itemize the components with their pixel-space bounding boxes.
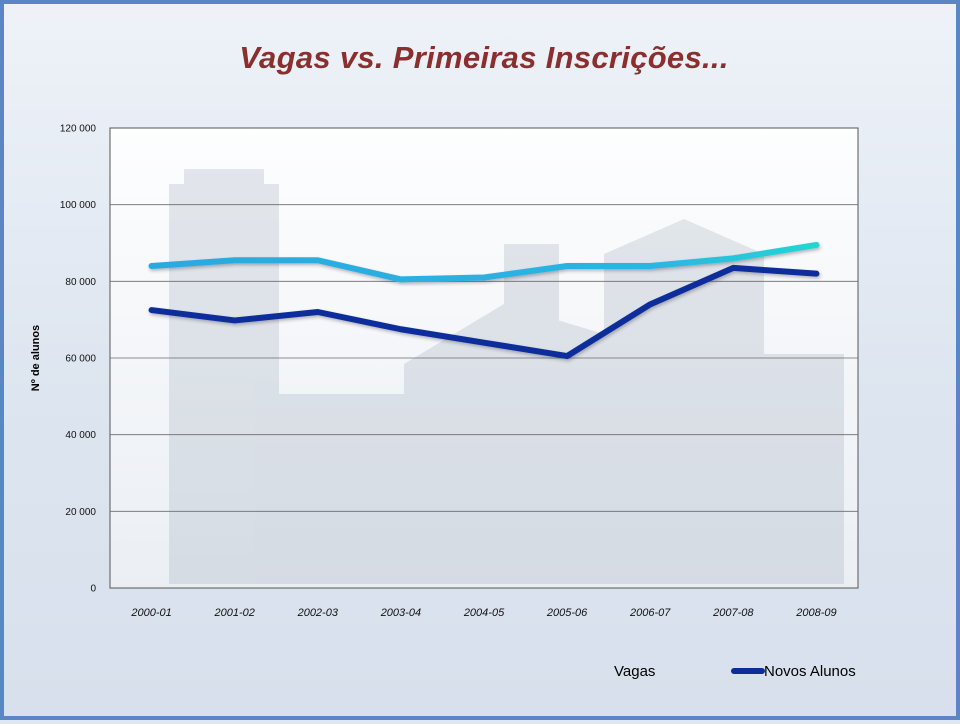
x-axis-ticks: 2000-01 2001-02 2002-03 2003-04 2004-05 2005-… [130, 607, 836, 619]
x-tick-label: 2008-09 [795, 607, 836, 619]
x-tick-label: 2005-06 [546, 607, 588, 619]
y-tick-label: 0 [90, 584, 96, 595]
x-tick-label: 2001-02 [213, 607, 254, 619]
x-tick-label: 2000-01 [130, 607, 171, 619]
x-tick-label: 2004-05 [463, 607, 505, 619]
chart-title: Vagas vs. Primeiras Inscrições... [239, 40, 729, 75]
series-lines [148, 241, 820, 360]
legend-label-vagas: Vagas [614, 663, 655, 680]
legend-label-novos-alunos: Novos Alunos [764, 663, 856, 680]
y-tick-label: 120 000 [60, 124, 97, 135]
x-tick-label: 2007-08 [712, 607, 754, 619]
y-tick-label: 80 000 [65, 277, 96, 288]
y-axis-ticks: 0 20 000 40 000 60 000 80 000 100 000 120 000 [60, 124, 97, 595]
series-line-novos-alunos [148, 264, 820, 360]
x-tick-label: 2002-03 [297, 607, 339, 619]
series-line-vagas [148, 241, 820, 283]
x-tick-label: 2006-07 [629, 607, 671, 619]
legend: Vagas Novos Alunos [581, 663, 856, 680]
y-tick-label: 20 000 [65, 507, 96, 518]
y-axis-label: Nº de alunos [30, 325, 42, 391]
y-tick-label: 60 000 [65, 354, 96, 365]
y-tick-label: 100 000 [60, 200, 97, 211]
x-tick-label: 2003-04 [380, 607, 421, 619]
y-tick-label: 40 000 [65, 430, 96, 441]
grid-lines [110, 204, 858, 512]
